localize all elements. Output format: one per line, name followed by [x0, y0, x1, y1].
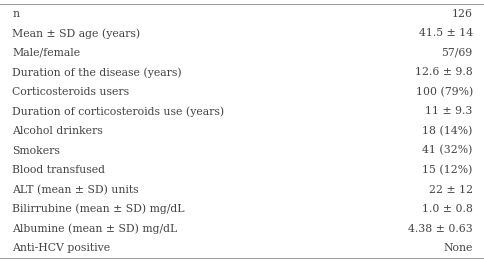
Text: Corticosteroids users: Corticosteroids users — [12, 87, 129, 97]
Text: 41 (32%): 41 (32%) — [422, 145, 472, 156]
Text: 1.0 ± 0.8: 1.0 ± 0.8 — [421, 204, 472, 214]
Text: 12.6 ± 9.8: 12.6 ± 9.8 — [414, 67, 472, 77]
Text: Smokers: Smokers — [12, 146, 60, 156]
Text: Duration of the disease (years): Duration of the disease (years) — [12, 67, 181, 78]
Text: 57/69: 57/69 — [441, 48, 472, 58]
Text: Albumine (mean ± SD) mg/dL: Albumine (mean ± SD) mg/dL — [12, 223, 177, 234]
Text: 4.38 ± 0.63: 4.38 ± 0.63 — [407, 224, 472, 234]
Text: Bilirrubine (mean ± SD) mg/dL: Bilirrubine (mean ± SD) mg/dL — [12, 204, 184, 215]
Text: 22 ± 12: 22 ± 12 — [428, 185, 472, 195]
Text: 126: 126 — [451, 9, 472, 19]
Text: Male/female: Male/female — [12, 48, 80, 58]
Text: 15 (12%): 15 (12%) — [422, 165, 472, 175]
Text: None: None — [442, 243, 472, 253]
Text: ALT (mean ± SD) units: ALT (mean ± SD) units — [12, 184, 138, 195]
Text: Anti-HCV positive: Anti-HCV positive — [12, 243, 110, 253]
Text: Duration of corticosteroids use (years): Duration of corticosteroids use (years) — [12, 106, 224, 117]
Text: 18 (14%): 18 (14%) — [422, 126, 472, 136]
Text: n: n — [12, 9, 19, 19]
Text: Mean ± SD age (years): Mean ± SD age (years) — [12, 28, 140, 39]
Text: 41.5 ± 14: 41.5 ± 14 — [418, 28, 472, 38]
Text: 100 (79%): 100 (79%) — [415, 87, 472, 97]
Text: Blood transfused: Blood transfused — [12, 165, 105, 175]
Text: Alcohol drinkers: Alcohol drinkers — [12, 126, 103, 136]
Text: 11 ± 9.3: 11 ± 9.3 — [424, 106, 472, 116]
